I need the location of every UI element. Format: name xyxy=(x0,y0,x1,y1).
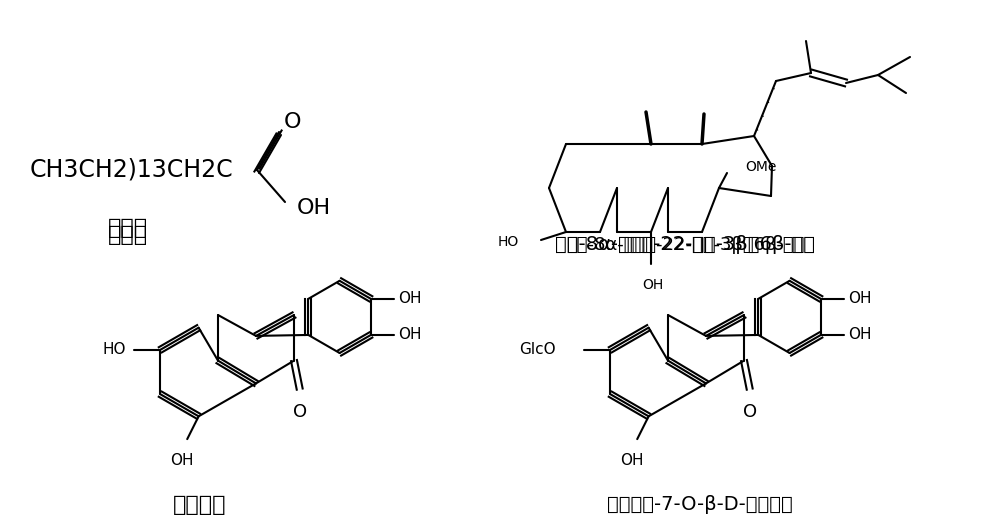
Text: OH: OH xyxy=(398,291,421,306)
Text: HO: HO xyxy=(498,235,519,249)
Text: 木犀草素: 木犀草素 xyxy=(173,495,227,515)
Text: O: O xyxy=(293,403,307,421)
Text: GlcO: GlcO xyxy=(519,342,556,357)
Text: 胆甾-8α-甲氧基-22-双键-3β，6β-二醇: 胆甾-8α-甲氧基-22-双键-3β，6β-二醇 xyxy=(555,235,815,254)
Text: 棕榈酸: 棕榈酸 xyxy=(108,218,148,238)
Text: O: O xyxy=(284,112,302,132)
Text: OMe: OMe xyxy=(745,160,776,174)
Text: OH: OH xyxy=(297,198,331,218)
Text: OH: OH xyxy=(848,291,871,306)
Text: HO: HO xyxy=(102,342,126,357)
Text: 棕榈酸: 棕榈酸 xyxy=(108,225,148,245)
Text: OH: OH xyxy=(398,327,421,343)
Text: 胆甾-8α-甲氧基-22-双键-3β，6β-二醇: 胆甾-8α-甲氧基-22-双键-3β，6β-二醇 xyxy=(566,236,804,254)
Text: OH: OH xyxy=(170,453,194,468)
Text: OH: OH xyxy=(642,278,664,292)
Text: OH: OH xyxy=(620,453,644,468)
Text: O: O xyxy=(743,403,757,421)
Text: 木犀草素-7-O-β-D-葡萄糖苷: 木犀草素-7-O-β-D-葡萄糖苷 xyxy=(607,495,793,514)
Text: CH3CH2)13CH2C: CH3CH2)13CH2C xyxy=(30,158,234,182)
Text: OH: OH xyxy=(848,327,871,343)
